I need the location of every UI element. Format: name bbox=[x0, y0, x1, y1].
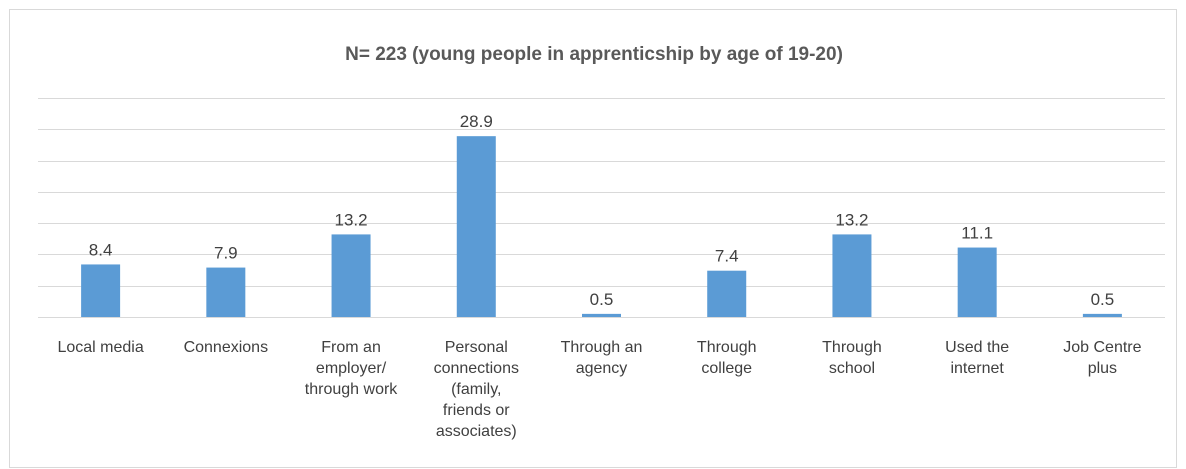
category-label-line: (family, bbox=[451, 381, 501, 398]
category-label-line: college bbox=[701, 360, 752, 377]
bar bbox=[81, 264, 121, 317]
data-label: 0.5 bbox=[1091, 290, 1115, 309]
category-label-line: associates) bbox=[436, 423, 517, 440]
category-label: Job Centre plus bbox=[1063, 339, 1141, 377]
category-label-line: plus bbox=[1088, 360, 1117, 377]
chart-frame bbox=[9, 9, 1177, 468]
data-label: 8.4 bbox=[89, 240, 113, 259]
category-label: Used the internet bbox=[945, 339, 1009, 377]
bar bbox=[832, 234, 872, 317]
category-labels: Local media Connexions From an employer/thr… bbox=[57, 339, 1141, 440]
category-label: Through an agency bbox=[561, 339, 643, 377]
data-label: 28.9 bbox=[460, 112, 493, 131]
category-label-line: internet bbox=[950, 360, 1004, 377]
category-label: Local media bbox=[57, 339, 143, 356]
data-label: 7.4 bbox=[715, 247, 739, 266]
category-label-line: Local media bbox=[57, 339, 143, 356]
category-label-line: through work bbox=[305, 381, 398, 398]
category-label-line: Personal bbox=[445, 339, 508, 356]
bar bbox=[456, 136, 496, 317]
data-labels: 8.4 7.9 13.2 28.9 0.5 7.4 13.2 11.1 0.5 bbox=[89, 112, 1114, 309]
bar bbox=[1082, 313, 1122, 317]
category-label: From an employer/through work bbox=[305, 339, 398, 398]
chart-title: N= 223 (young people in apprenticship by… bbox=[345, 44, 843, 65]
category-label: Personal connections (family, friends or ass… bbox=[434, 339, 519, 440]
bar bbox=[582, 313, 621, 317]
category-label-line: Through bbox=[822, 339, 882, 356]
category-label: Through school bbox=[822, 339, 882, 377]
category-label: Connexions bbox=[184, 339, 269, 356]
data-label: 13.2 bbox=[835, 210, 868, 229]
data-label: 13.2 bbox=[335, 210, 368, 229]
category-label-line: Connexions bbox=[184, 339, 269, 356]
bar bbox=[331, 234, 371, 317]
bar bbox=[957, 247, 997, 317]
category-label-line: friends or bbox=[443, 402, 510, 419]
category-label-line: employer/ bbox=[316, 360, 387, 377]
bar bbox=[206, 267, 246, 317]
bar bbox=[707, 270, 747, 317]
bars bbox=[81, 136, 1122, 317]
data-label: 7.9 bbox=[214, 244, 238, 263]
category-label: Through college bbox=[697, 339, 757, 377]
data-label: 11.1 bbox=[961, 224, 993, 243]
category-label-line: school bbox=[829, 360, 875, 377]
category-label-line: connections bbox=[434, 360, 519, 377]
category-label-line: From an bbox=[321, 339, 381, 356]
category-label-line: agency bbox=[576, 360, 628, 377]
category-label-line: Through bbox=[697, 339, 757, 356]
category-label-line: Used the bbox=[945, 339, 1009, 356]
data-label: 0.5 bbox=[590, 290, 614, 309]
category-label-line: Through an bbox=[561, 339, 643, 356]
category-label-line: Job Centre bbox=[1063, 339, 1141, 356]
